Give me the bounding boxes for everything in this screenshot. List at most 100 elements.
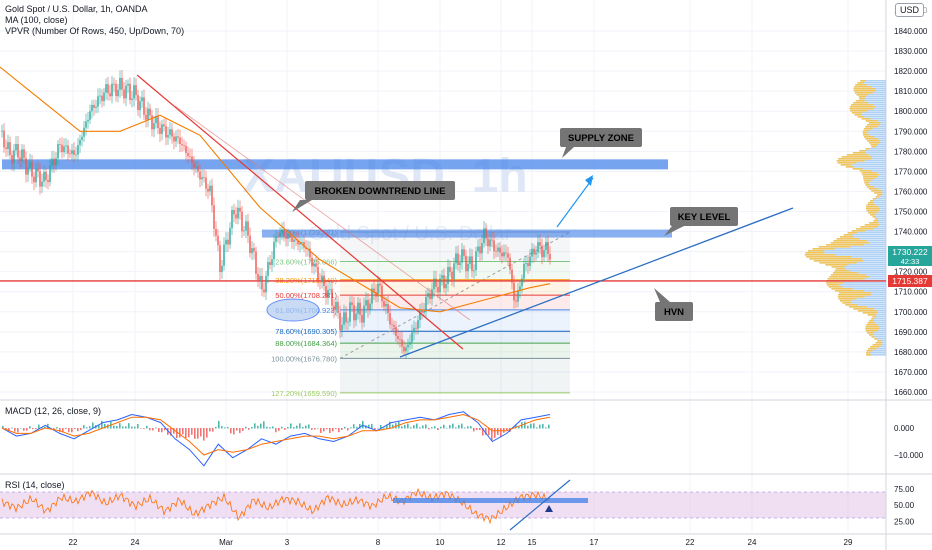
zones[interactable]: [0, 159, 886, 282]
macd-histogram-bar: [299, 423, 301, 429]
rsi-level-box[interactable]: [393, 498, 588, 503]
indicator-vpvr-label[interactable]: VPVR (Number Of Rows, 450, Up/Down, 70): [5, 26, 185, 36]
uptrend-line[interactable]: [399, 207, 794, 358]
candle-body: [401, 339, 403, 347]
macd-histogram-bar: [251, 427, 253, 429]
candle-body: [259, 275, 261, 282]
candle-body: [161, 124, 163, 134]
key-level-box[interactable]: [262, 229, 672, 238]
volume-bar-down: [865, 184, 871, 186]
macd-histogram-bar: [383, 427, 385, 429]
drawings[interactable]: [136, 74, 794, 358]
macd-signal-line: [1, 413, 551, 456]
volume-bar-down: [866, 210, 880, 212]
candle-body: [527, 263, 529, 267]
callout-hvn[interactable]: HVN: [654, 288, 693, 321]
time-tick-label: 3: [285, 538, 290, 547]
candle-body: [403, 346, 405, 352]
candle-body: [197, 166, 199, 172]
macd-histogram-bar: [425, 424, 427, 429]
price-tick-label: 1710.000: [894, 288, 928, 297]
macd-title[interactable]: MACD (12, 26, close, 9): [5, 406, 102, 416]
candle-body: [473, 269, 475, 271]
candle-body: [129, 83, 131, 101]
volume-bar-down: [872, 344, 882, 346]
macd-histogram-bar: [122, 426, 124, 429]
candle-body: [71, 150, 73, 154]
macd-histogram-bar: [101, 420, 103, 429]
downtrend-line[interactable]: [136, 74, 464, 350]
price-axis[interactable]: 1660.000 1670.000 1680.000 1690.000 1700.000…: [894, 6, 928, 397]
macd-histogram-bar: [401, 426, 403, 429]
candle-body: [469, 256, 471, 264]
candle-body: [63, 146, 65, 153]
macd-histogram-bar: [374, 428, 376, 430]
candle-body: [261, 275, 263, 290]
macd-histogram-bar: [326, 428, 328, 430]
volume-bar-down: [851, 104, 873, 106]
volume-bar-down: [849, 106, 876, 108]
time-tick-label: 10: [436, 538, 445, 547]
candle-body: [189, 156, 191, 157]
time-tick-label: 22: [686, 538, 695, 547]
macd-histogram-bar: [431, 427, 433, 429]
volume-bar: [859, 98, 886, 100]
candle-body: [479, 246, 481, 254]
rsi-title[interactable]: RSI (14, close): [5, 480, 65, 490]
last-price-badge: 1730.222 42:33: [888, 246, 932, 266]
price-tick-label: 1700.000: [894, 308, 928, 317]
callout-supply-zone[interactable]: SUPPLY ZONE: [560, 128, 642, 158]
candle-body: [169, 129, 171, 135]
macd-histogram-bar: [224, 427, 226, 429]
callout-key-level[interactable]: KEY LEVEL: [664, 207, 738, 236]
macd-histogram-bar: [272, 426, 274, 429]
macd-histogram-bar: [278, 428, 280, 431]
volume-bar: [857, 116, 886, 118]
macd-histogram-bar: [491, 428, 493, 441]
macd-histogram-bar: [20, 427, 22, 429]
time-axis[interactable]: 22 24 Mar 3 8 10 12 15 17 22 24 29: [69, 538, 853, 547]
macd-histogram-bar: [149, 428, 151, 431]
macd-histogram-bar: [131, 426, 133, 429]
candle-body: [183, 145, 185, 146]
volume-bar-down: [840, 164, 852, 166]
volume-bar-down: [842, 302, 852, 304]
candle-body: [397, 335, 399, 339]
macd-histogram-bar: [488, 428, 490, 436]
indicator-ma-label[interactable]: MA (100, close): [5, 15, 68, 25]
volume-bar-down: [856, 94, 869, 96]
candle-body: [43, 171, 45, 182]
candle-body: [37, 168, 39, 172]
rsi-trend-line[interactable]: [509, 479, 571, 531]
candle-body: [147, 108, 149, 120]
volume-bar-down: [843, 234, 853, 236]
time-tick-label: 17: [590, 538, 599, 547]
volume-bar-down: [863, 180, 871, 182]
volume-bar-down: [831, 288, 853, 290]
candle-body: [207, 188, 209, 192]
macd-histogram-bar: [227, 427, 229, 429]
macd-histogram-bar: [254, 423, 256, 429]
candle-body: [265, 275, 267, 293]
volume-bar-down: [874, 192, 883, 194]
candle-body: [431, 289, 433, 299]
macd-histogram-bar: [533, 423, 535, 429]
candle-body: [485, 228, 487, 239]
fib-band: [340, 331, 570, 344]
macd-histogram-bar: [338, 428, 340, 433]
downtrend-line-secondary[interactable]: [174, 105, 471, 321]
volume-bar-down: [867, 140, 881, 142]
supply-zone-box[interactable]: [2, 159, 668, 170]
macd-histogram-bar: [158, 428, 160, 433]
candle-body: [31, 161, 33, 177]
macd-histogram-bar: [26, 428, 28, 431]
candle-body: [389, 313, 391, 325]
callout-broken-downtrend[interactable]: BROKEN DOWNTREND LINE: [292, 181, 455, 212]
macd-histogram-bar: [434, 426, 436, 429]
projection-arrow-line[interactable]: [556, 177, 594, 228]
volume-bar: [872, 316, 886, 318]
volume-bar: [851, 112, 886, 114]
candle-body: [209, 185, 211, 192]
currency-button[interactable]: USD: [894, 3, 924, 17]
